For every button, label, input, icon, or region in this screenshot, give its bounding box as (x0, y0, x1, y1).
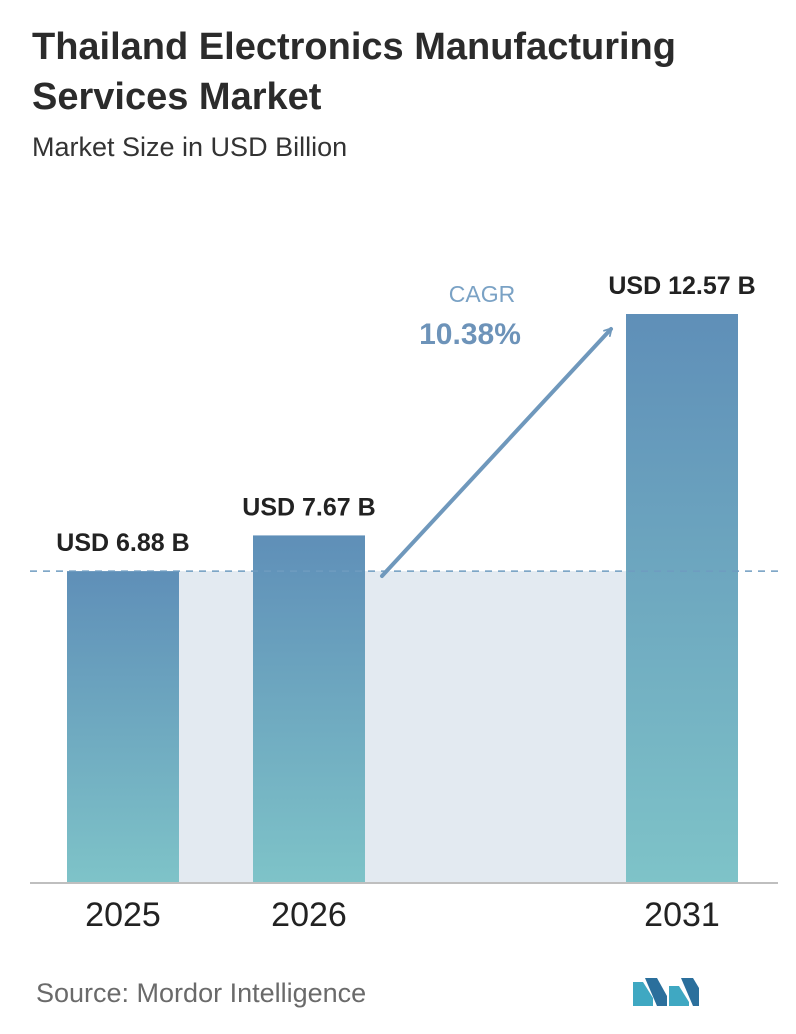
background-bands (179, 571, 626, 882)
cagr-label: CAGR (449, 281, 515, 307)
band-1 (365, 571, 626, 882)
x-tick-label-2026: 2026 (271, 896, 347, 934)
band-0 (179, 571, 253, 882)
cagr-value: 10.38% (419, 318, 521, 351)
mordor-intelligence-logo-icon (633, 978, 699, 1006)
value-label-2025: USD 6.88 B (56, 529, 189, 557)
bar-2031 (626, 314, 738, 882)
x-tick-label-2025: 2025 (85, 896, 161, 934)
x-tick-labels-group: 2025 2026 2031 (85, 896, 720, 934)
value-labels-group: USD 6.88 B USD 7.67 B USD 12.57 B (56, 272, 755, 557)
bar-2026 (253, 535, 365, 882)
bar-chart: CAGR 10.38% USD 6.88 B USD 7.67 B USD 12.5… (30, 272, 780, 934)
chart-title: Thailand Electronics Manufacturing Servi… (32, 26, 676, 118)
value-label-2026: USD 7.67 B (242, 493, 375, 521)
bars-group (67, 314, 738, 882)
x-tick-label-2031: 2031 (644, 896, 720, 934)
value-label-2031: USD 12.57 B (608, 272, 755, 300)
source-note: Source: Mordor Intelligence (36, 978, 367, 1008)
chart-subtitle: Market Size in USD Billion (32, 132, 348, 162)
cagr-arrow-icon (380, 327, 613, 578)
bar-2025 (67, 571, 179, 882)
